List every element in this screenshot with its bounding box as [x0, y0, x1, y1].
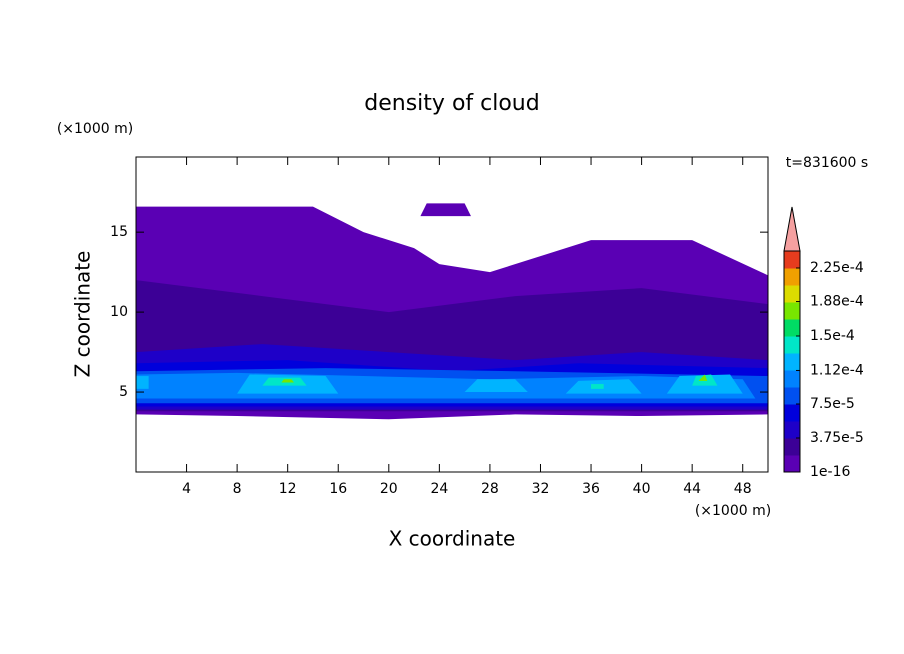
contour-region	[420, 203, 471, 217]
colorbar-frame	[783, 250, 801, 473]
colorbar-band	[784, 404, 800, 422]
y-unit: (×1000 m)	[57, 121, 133, 137]
x-tick-label: 36	[582, 481, 600, 497]
colorbar-tick-label: 1.5e-4	[810, 328, 855, 344]
colorbar-band	[784, 353, 800, 371]
x-tick-label: 4	[182, 481, 191, 497]
x-tick-label: 24	[430, 481, 448, 497]
colorbar-tick-label: 3.75e-5	[810, 430, 864, 446]
x-axis-label: X coordinate	[389, 527, 516, 551]
colorbar-band	[784, 370, 800, 388]
colorbar-band	[784, 251, 800, 269]
x-unit: (×1000 m)	[695, 503, 771, 519]
time-label: t=831600 s	[786, 155, 868, 171]
plot-frame	[135, 156, 769, 473]
colorbar-band	[784, 285, 800, 303]
x-tick-label: 48	[734, 481, 752, 497]
x-tick-label: 20	[380, 481, 398, 497]
colorbar-band	[784, 421, 800, 439]
colorbar-band	[784, 438, 800, 456]
chart-title: density of cloud	[364, 91, 539, 116]
contour-region	[464, 379, 528, 393]
x-tick-label: 16	[329, 481, 347, 497]
contour-region	[591, 384, 604, 389]
colorbar-tick-label: 1.12e-4	[810, 362, 864, 378]
colorbar-band	[784, 319, 800, 337]
colorbar-extend	[783, 206, 801, 252]
x-tick-label: 12	[279, 481, 297, 497]
colorbar-band	[784, 336, 800, 354]
contour-region	[136, 376, 149, 389]
plot-area	[136, 203, 768, 420]
colorbar-tick-label: 1e-16	[810, 464, 850, 480]
x-tick-label: 32	[532, 481, 550, 497]
y-tick-label: 10	[110, 304, 128, 320]
y-axis-label: Z coordinate	[71, 251, 95, 378]
contour-region	[698, 374, 708, 381]
x-tick-label: 40	[633, 481, 651, 497]
colorbar-band	[784, 268, 800, 286]
colorbar-tick-label: 2.25e-4	[810, 260, 864, 276]
colorbar-band	[784, 455, 800, 473]
x-tick-label: 8	[233, 481, 242, 497]
y-tick-label: 15	[110, 224, 128, 240]
colorbar-band	[784, 387, 800, 405]
y-tick-label: 5	[119, 384, 128, 400]
colorbar-tick-label: 7.5e-5	[810, 396, 855, 412]
colorbar-tick-label: 1.88e-4	[810, 294, 864, 310]
x-tick-label: 44	[683, 481, 701, 497]
contour-region	[281, 379, 294, 383]
colorbar-band	[784, 302, 800, 320]
x-tick-label: 28	[481, 481, 499, 497]
